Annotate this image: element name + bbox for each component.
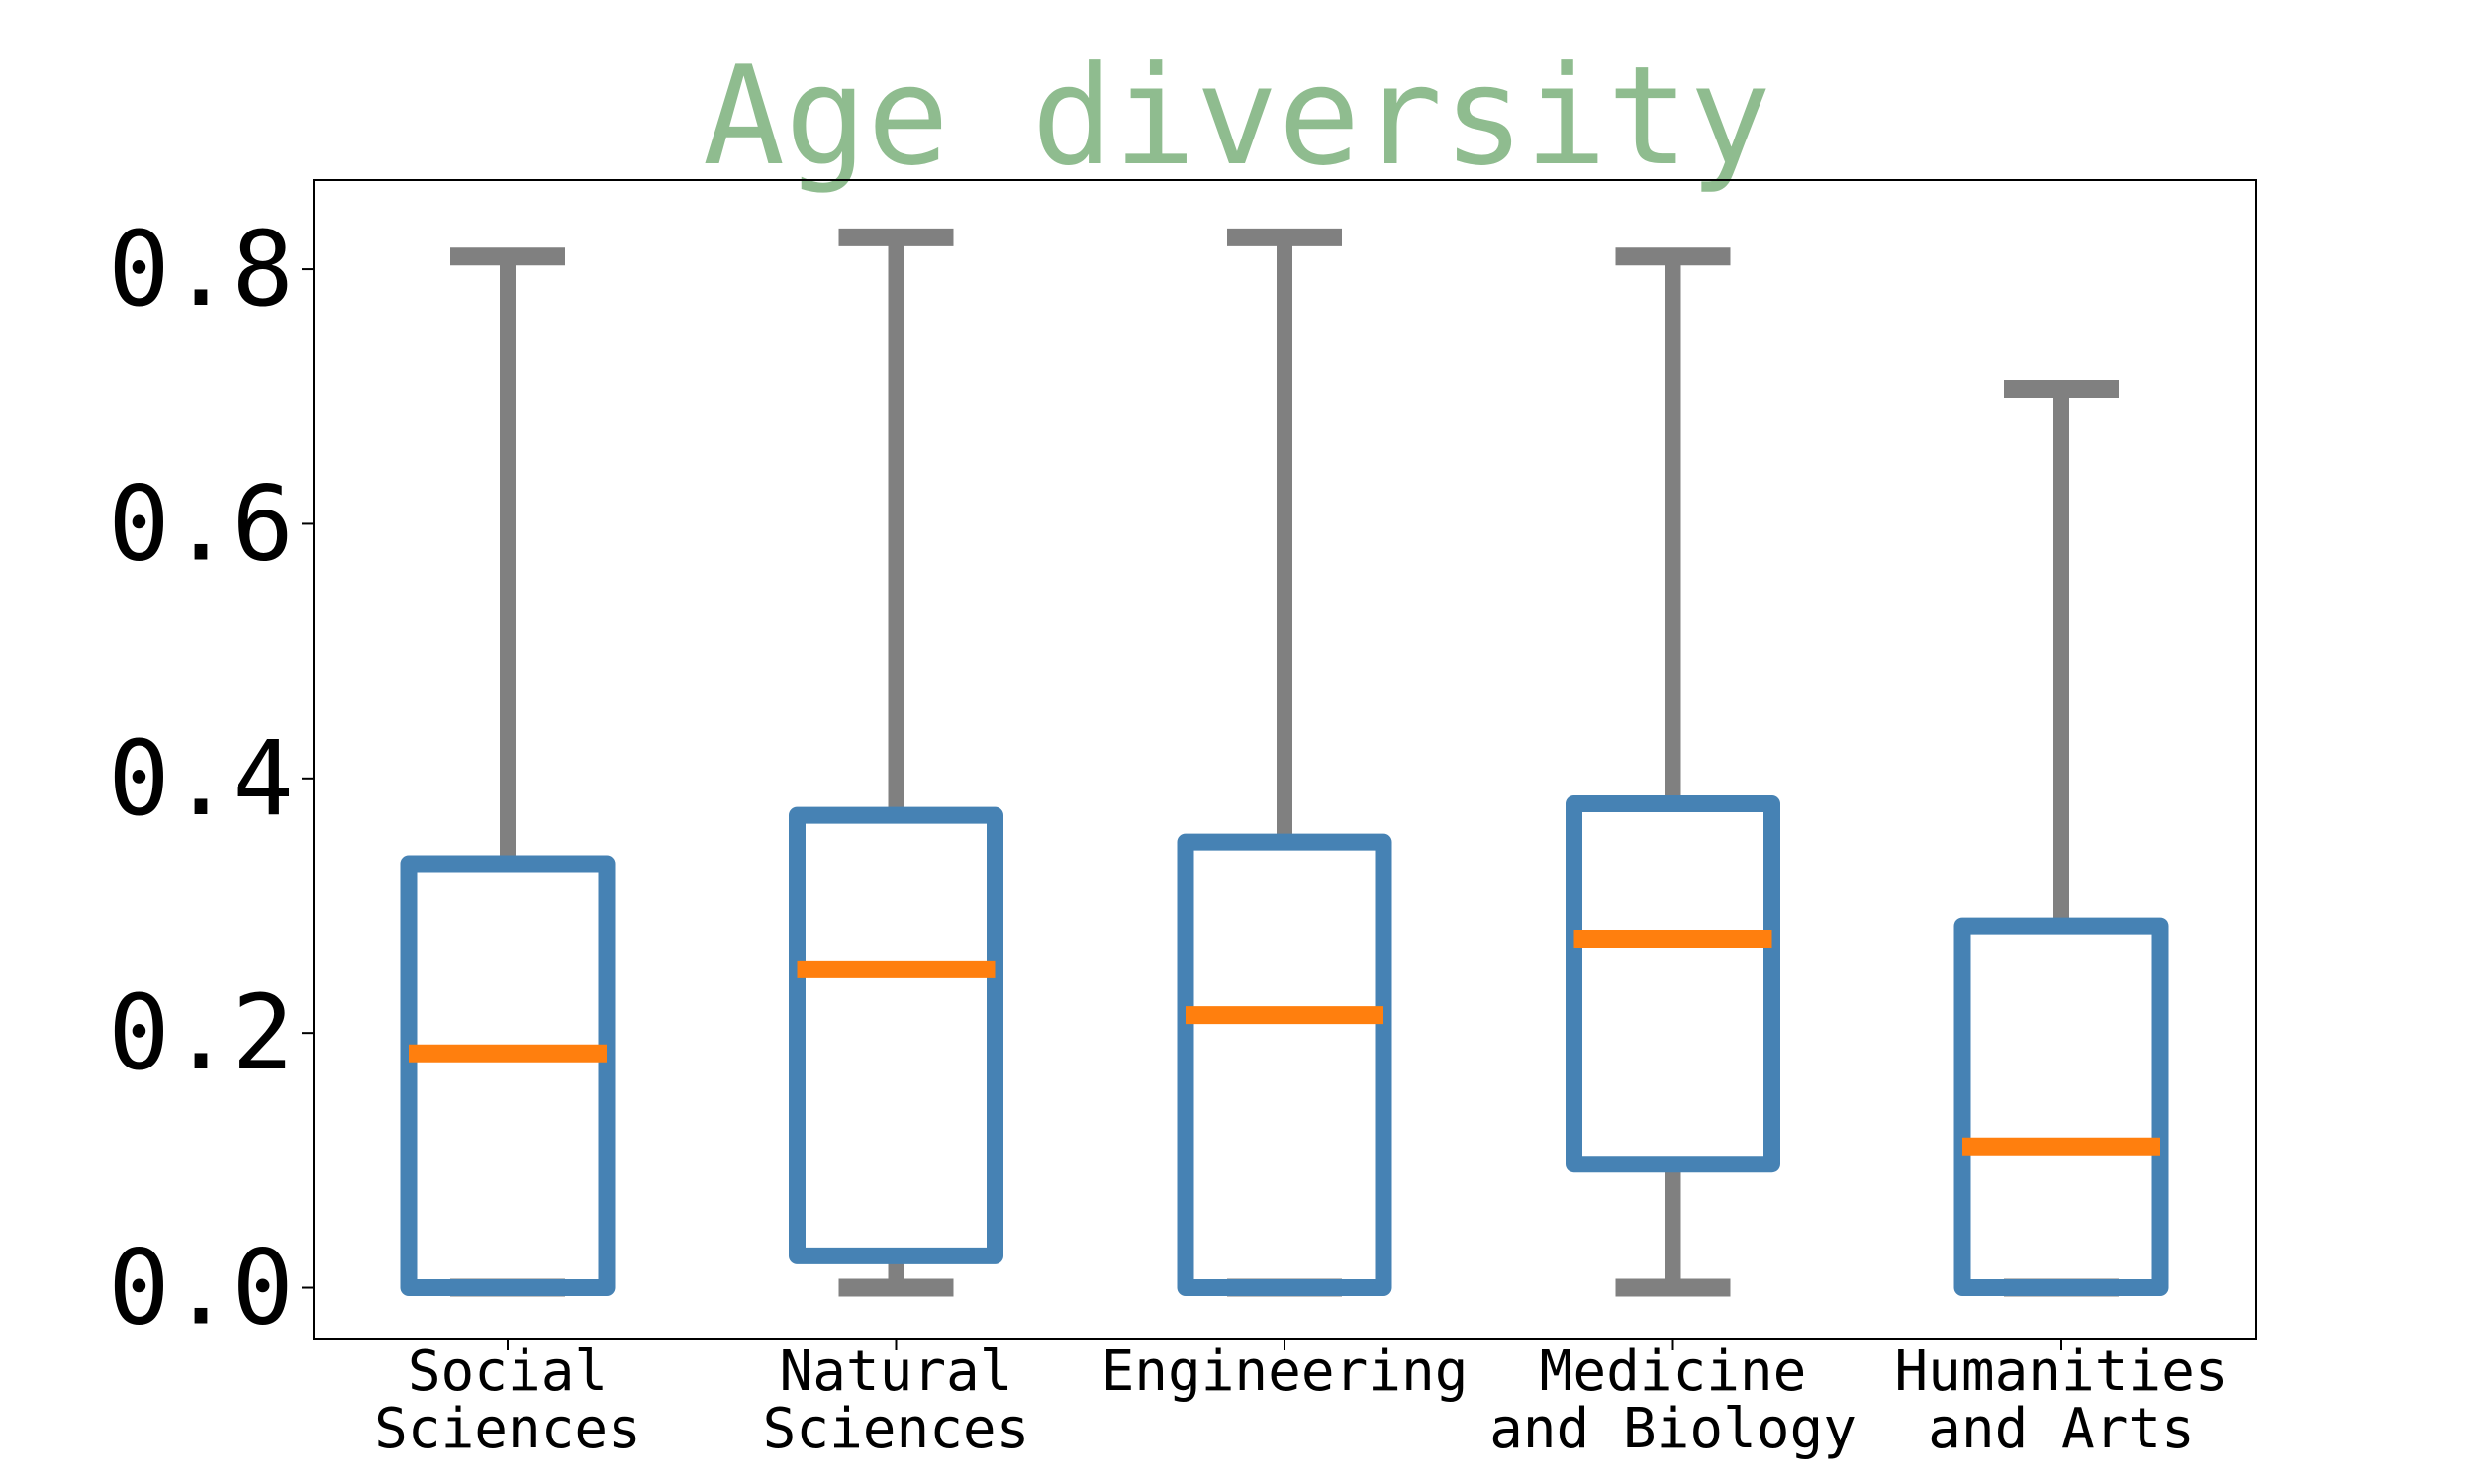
iqr-box [1953, 917, 2169, 1297]
x-tick-label: Humanities [1894, 1340, 2228, 1404]
iqr-box [400, 855, 616, 1297]
x-tick-label: Medicine [1540, 1340, 1807, 1404]
box-group [1566, 247, 1780, 1297]
box-group [1177, 228, 1392, 1297]
x-tick-label: Social [408, 1340, 608, 1404]
y-axis: 0.0 0.2 0.4 0.6 0.8 [108, 209, 314, 1348]
iqr-box [1566, 795, 1780, 1173]
y-tick-label: 0.0 [108, 1228, 294, 1348]
x-tick-label: Engineering [1101, 1340, 1469, 1404]
x-axis: SocialSciencesNaturalSciencesEngineering… [374, 1339, 2229, 1461]
y-tick-label: 0.6 [108, 463, 294, 584]
x-tick-label: and Arts [1928, 1397, 2195, 1461]
y-tick-label: 0.2 [108, 973, 294, 1093]
x-tick-label: and Biology [1489, 1397, 1856, 1461]
x-tick-label: Natural [779, 1340, 1012, 1404]
y-tick-label: 0.4 [108, 718, 294, 839]
x-tick-label: Sciences [374, 1397, 641, 1461]
box-group [1953, 380, 2169, 1297]
iqr-box [789, 806, 1003, 1264]
x-tick-label: Sciences [763, 1397, 1030, 1461]
chart-title: Age diversity [703, 37, 1771, 196]
box-series [400, 228, 2169, 1297]
box-group [789, 228, 1003, 1297]
iqr-box [1177, 833, 1392, 1297]
box-group [400, 247, 616, 1297]
y-tick-label: 0.8 [108, 209, 294, 329]
